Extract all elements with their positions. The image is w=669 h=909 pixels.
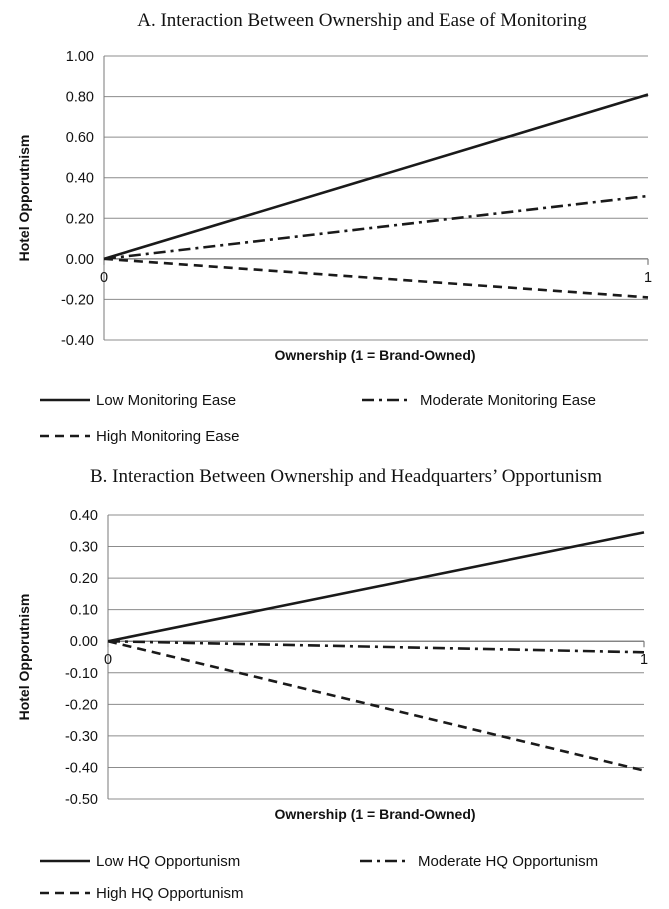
panel-a-x-axis-label: Ownership (1 = Brand-Owned): [274, 347, 475, 363]
y-tick-label: 0.10: [70, 603, 98, 619]
panel-a-y-ticks: 1.00 0.80 0.60 0.40 0.20 0.00 -0.20 -0.40: [61, 49, 94, 349]
panel-a-title: A. Interaction Between Ownership and Eas…: [137, 10, 587, 31]
panel-a: A. Interaction Between Ownership and Eas…: [16, 10, 652, 445]
y-tick-label: 0.30: [70, 540, 98, 556]
panel-b-y-ticks: 0.40 0.30 0.20 0.10 0.00 -0.10 -0.20 -0.30 -0.40…: [65, 508, 98, 808]
y-tick-label: -0.50: [65, 792, 98, 808]
panel-b-y-axis-label: Hotel Opporutnism: [16, 594, 32, 721]
series-line-low-hq-opportunism: [107, 531, 645, 643]
x-tick-label: 1: [644, 270, 652, 286]
y-tick-label: -0.10: [65, 666, 98, 682]
panel-a-legend: Low Monitoring Ease Moderate Monitoring …: [40, 392, 596, 445]
panel-a-series: [103, 93, 649, 299]
series-line-moderate-monitoring-ease: [103, 194, 649, 261]
y-tick-label: 0.40: [70, 508, 98, 524]
y-tick-label: 0.40: [66, 171, 94, 187]
panel-b-axes: [107, 515, 645, 799]
series-line-high-monitoring-ease: [103, 257, 649, 299]
series-line-moderate-hq-opportunism: [107, 639, 645, 654]
panel-b: B. Interaction Between Ownership and Hea…: [16, 466, 648, 902]
y-tick-label: -0.40: [65, 760, 98, 776]
panel-a-axes: [103, 56, 649, 340]
y-tick-label: 0.00: [70, 634, 98, 650]
legend-label-moderate-monitoring-ease: Moderate Monitoring Ease: [420, 392, 596, 409]
panel-b-legend: Low HQ Opportunism Moderate HQ Opportuni…: [40, 853, 598, 902]
x-tick-label: 0: [104, 652, 112, 668]
y-tick-label: 0.20: [70, 571, 98, 587]
legend-label-low-monitoring-ease: Low Monitoring Ease: [96, 392, 236, 409]
legend-label-low-hq-opportunism: Low HQ Opportunism: [96, 853, 240, 870]
y-tick-label: -0.20: [65, 697, 98, 713]
panel-b-title: B. Interaction Between Ownership and Hea…: [90, 466, 602, 487]
y-tick-label: 0.20: [66, 211, 94, 227]
panel-a-y-axis-label: Hotel Opporutnism: [16, 135, 32, 262]
y-tick-label: -0.40: [61, 333, 94, 349]
x-tick-label: 1: [640, 652, 648, 668]
panel-b-gridlines: [108, 514, 644, 800]
legend-label-moderate-hq-opportunism: Moderate HQ Opportunism: [418, 853, 598, 870]
y-tick-label: 0.60: [66, 130, 94, 146]
y-tick-label: 0.00: [66, 252, 94, 268]
series-line-high-hq-opportunism: [107, 639, 645, 772]
panel-b-x-axis-label: Ownership (1 = Brand-Owned): [274, 806, 475, 822]
legend-label-high-hq-opportunism: High HQ Opportunism: [96, 885, 244, 902]
legend-label-high-monitoring-ease: High Monitoring Ease: [96, 428, 239, 445]
panel-a-gridlines: [104, 55, 648, 341]
y-tick-label: 1.00: [66, 49, 94, 65]
y-tick-label: 0.80: [66, 90, 94, 106]
x-tick-label: 0: [100, 270, 108, 286]
y-tick-label: -0.20: [61, 292, 94, 308]
panel-b-series: [107, 531, 645, 772]
y-tick-label: -0.30: [65, 729, 98, 745]
series-line-low-monitoring-ease: [103, 93, 649, 261]
